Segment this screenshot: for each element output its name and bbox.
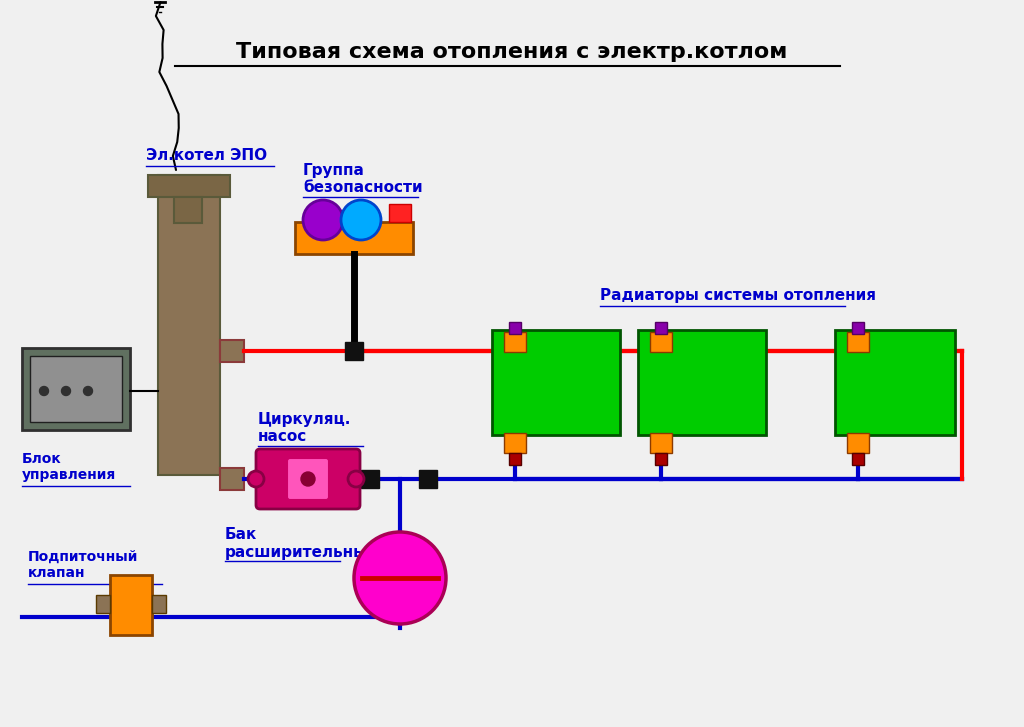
Circle shape [354, 532, 446, 624]
Bar [174, 197, 202, 223]
Text: Блок
управления: Блок управления [22, 452, 117, 482]
Circle shape [248, 471, 264, 487]
Bar [345, 342, 362, 360]
Text: Эл.котел ЭПО: Эл.котел ЭПО [146, 148, 267, 163]
Bar [650, 332, 672, 352]
Text: Подпиточный
клапан: Подпиточный клапан [28, 550, 138, 580]
Text: Циркуляц.
насос: Циркуляц. насос [258, 412, 351, 444]
Bar [492, 330, 620, 435]
Bar [148, 175, 230, 197]
FancyBboxPatch shape [287, 458, 329, 500]
Text: Типовая схема отопления с электр.котлом: Типовая схема отопления с электр.котлом [237, 42, 787, 62]
Bar [110, 575, 152, 635]
Circle shape [40, 387, 48, 395]
Bar [509, 322, 521, 334]
Bar [852, 453, 864, 465]
Bar [655, 453, 667, 465]
Bar [847, 433, 869, 453]
Bar [847, 332, 869, 352]
Bar [419, 470, 437, 488]
Text: Бак
расширительный: Бак расширительный [225, 527, 379, 560]
Bar [638, 330, 766, 435]
Bar [220, 340, 244, 362]
FancyBboxPatch shape [256, 449, 360, 509]
Bar [30, 356, 122, 422]
Circle shape [301, 472, 315, 486]
Bar [650, 433, 672, 453]
Circle shape [84, 387, 92, 395]
Bar [389, 204, 411, 222]
Bar [96, 595, 110, 613]
Circle shape [348, 471, 364, 487]
Text: Группа
безопасности: Группа безопасности [303, 163, 423, 196]
Bar [655, 322, 667, 334]
Bar [220, 468, 244, 490]
Bar [295, 222, 413, 254]
Bar [22, 348, 130, 430]
Bar [852, 322, 864, 334]
Bar [835, 330, 955, 435]
Bar [158, 175, 220, 475]
Circle shape [61, 387, 71, 395]
Circle shape [341, 200, 381, 240]
Bar [504, 433, 526, 453]
Circle shape [303, 200, 343, 240]
Bar [152, 595, 166, 613]
Bar [361, 470, 379, 488]
Bar [504, 332, 526, 352]
Bar [509, 453, 521, 465]
Text: Радиаторы системы отопления: Радиаторы системы отопления [600, 288, 876, 303]
